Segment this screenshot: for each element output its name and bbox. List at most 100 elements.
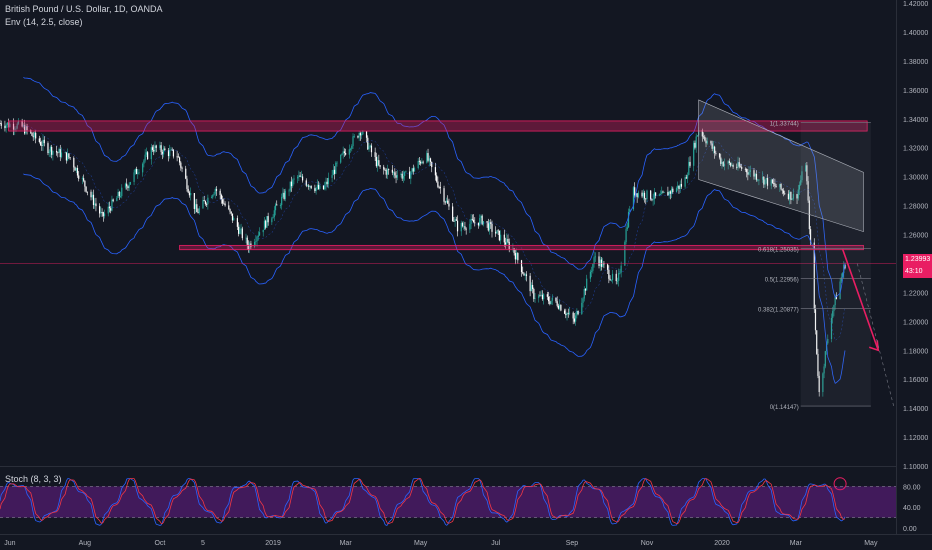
candle-body xyxy=(357,136,359,138)
candle-body xyxy=(276,204,278,206)
candle-body xyxy=(241,228,243,239)
candle-body xyxy=(310,185,312,189)
candle-body xyxy=(297,176,299,179)
time-axis-label: Jul xyxy=(491,540,500,547)
price-axis-label: 1.10000 xyxy=(903,464,928,471)
candle-body xyxy=(206,203,208,205)
time-axis-label: May xyxy=(864,540,878,547)
candle-body xyxy=(824,351,826,367)
candle-body xyxy=(834,295,836,306)
candle-body xyxy=(732,164,734,167)
candle-body xyxy=(806,165,808,182)
candle-body xyxy=(593,257,595,265)
price-axis-separator xyxy=(896,0,897,534)
time-axis-label: 2019 xyxy=(265,540,281,547)
candle-body xyxy=(453,220,455,222)
candle-body xyxy=(161,151,163,155)
candle-body xyxy=(763,176,765,185)
candle-body xyxy=(746,169,748,173)
candle-body xyxy=(127,186,129,189)
candle-body xyxy=(315,187,317,192)
candle-body xyxy=(162,148,165,155)
candle-body xyxy=(57,152,59,154)
candle-body xyxy=(210,197,213,199)
candle-body xyxy=(394,172,396,176)
candle-body xyxy=(33,132,36,138)
envelope-lower xyxy=(23,173,846,384)
candle-body xyxy=(566,313,568,316)
price-badge-value: 1.23993 xyxy=(905,256,931,263)
candle-body xyxy=(507,238,509,242)
candle-body xyxy=(176,156,178,158)
time-axis-separator xyxy=(0,534,932,535)
candle-body xyxy=(267,216,269,223)
candle-body xyxy=(305,180,307,186)
candle-body xyxy=(696,135,699,137)
candle-body xyxy=(38,138,40,142)
candle-body xyxy=(522,272,524,274)
candle-body xyxy=(675,188,678,193)
candle-body xyxy=(39,141,42,146)
candle-body xyxy=(68,153,70,158)
candle-body xyxy=(374,152,376,157)
candle-body xyxy=(782,190,785,194)
candle-body xyxy=(410,172,412,179)
candle-body xyxy=(429,158,432,162)
candle-body xyxy=(607,264,609,270)
candle-body xyxy=(138,172,140,174)
candle-body xyxy=(546,294,548,297)
candle-body xyxy=(646,190,648,200)
candle-body xyxy=(121,187,123,197)
symbol-title: British Pound / U.S. Dollar, 1D, OANDA xyxy=(5,4,163,14)
candle-body xyxy=(669,191,671,194)
candle-body xyxy=(396,174,398,178)
envelope-upper xyxy=(23,76,846,298)
stoch-d-line xyxy=(0,478,846,525)
candle-body xyxy=(84,180,86,187)
time-axis-label: May xyxy=(414,540,428,547)
candle-body xyxy=(411,168,413,173)
candle-body xyxy=(395,175,397,178)
candle-body xyxy=(702,136,705,138)
candle-body xyxy=(766,177,769,186)
candle-body xyxy=(431,161,433,168)
candle-body xyxy=(239,229,241,234)
candle-body xyxy=(513,248,515,254)
price-axis-label: 1.36000 xyxy=(903,88,928,95)
candle-body xyxy=(58,149,60,153)
candle-body xyxy=(461,222,464,227)
candle-body xyxy=(695,136,697,148)
candle-body xyxy=(720,157,722,164)
candle-body xyxy=(325,181,327,186)
candle-body xyxy=(103,213,106,217)
fib-area xyxy=(800,122,871,407)
candle-body xyxy=(299,175,301,177)
candle-body xyxy=(301,176,304,181)
candle-body xyxy=(370,145,373,153)
price-axis-label: 1.30000 xyxy=(903,175,928,182)
candle-body xyxy=(744,168,746,170)
candle-body xyxy=(422,161,424,163)
candle-body xyxy=(133,172,135,182)
candle-body xyxy=(245,237,247,239)
candle-body xyxy=(841,273,844,278)
candle-body xyxy=(316,184,318,188)
candle-body xyxy=(538,295,540,299)
candle-body xyxy=(830,317,833,340)
candle-body xyxy=(556,301,558,306)
candle-body xyxy=(504,242,507,245)
candle-body xyxy=(583,289,585,299)
candle-body xyxy=(693,142,695,166)
candle-body xyxy=(331,175,333,178)
candle-body xyxy=(408,171,411,179)
candle-body xyxy=(348,149,350,155)
candle-body xyxy=(506,238,508,245)
candle-body xyxy=(694,142,696,148)
fib-level-label: 0(1.14147) xyxy=(770,405,799,411)
candle-body xyxy=(5,124,7,129)
candle-body xyxy=(764,179,766,185)
candle-body xyxy=(384,169,386,171)
candle-body xyxy=(108,206,111,209)
